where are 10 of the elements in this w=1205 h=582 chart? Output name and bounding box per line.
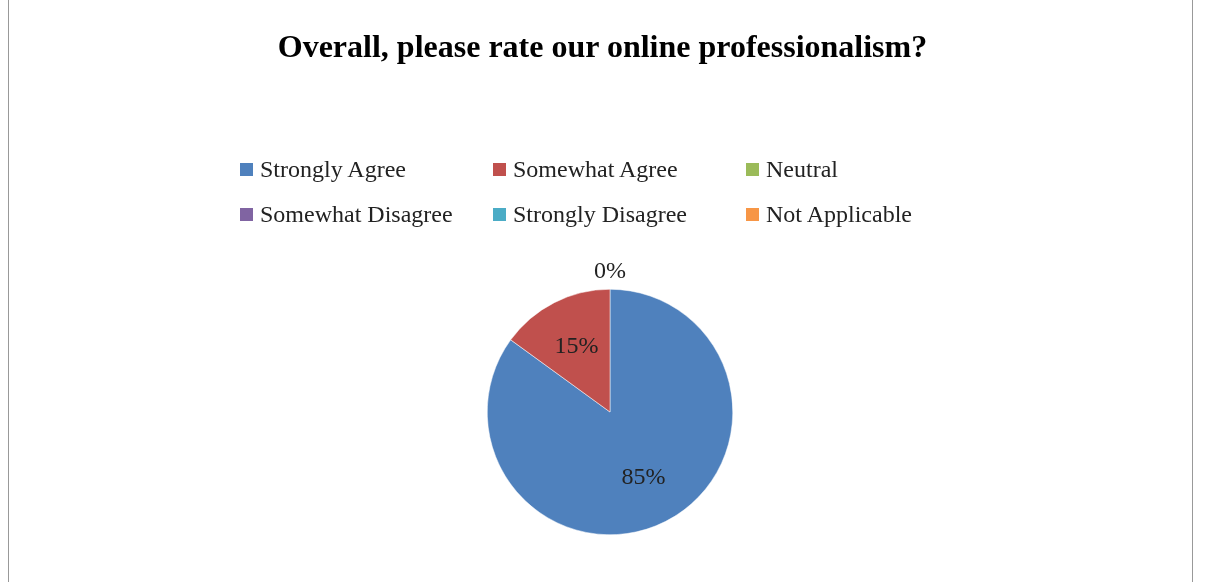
legend-label: Not Applicable (766, 201, 912, 228)
legend-label: Neutral (766, 156, 838, 183)
legend-label: Strongly Disagree (513, 201, 687, 228)
legend-label: Somewhat Disagree (260, 201, 453, 228)
data-label: 15% (554, 331, 599, 358)
legend-label: Somewhat Agree (513, 156, 678, 183)
data-label: 85% (621, 462, 666, 489)
legend-label: Strongly Agree (260, 156, 406, 183)
text: 0% (594, 256, 626, 283)
chart-title: Overall, please rate our online professionalism? (276, 28, 929, 65)
